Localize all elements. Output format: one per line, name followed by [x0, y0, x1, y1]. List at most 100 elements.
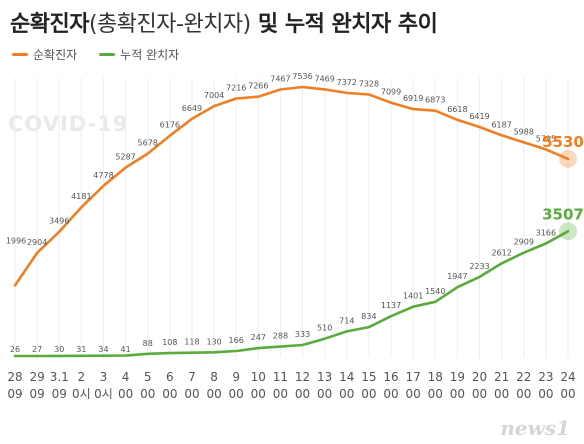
data-label: 4181: [71, 192, 91, 201]
data-label-last: 5530: [542, 133, 584, 151]
data-label-last: 3507: [542, 205, 584, 223]
x-tick-label: 11: [273, 370, 288, 384]
data-label: 5988: [514, 127, 534, 136]
data-label: 108: [162, 338, 177, 347]
legend-item-active: 순확진자: [12, 46, 77, 63]
x-tick-label: 24: [560, 370, 575, 384]
x-tick-label: 10: [251, 370, 266, 384]
data-label: 7004: [204, 91, 224, 100]
x-tick-sublabel: 00: [560, 387, 575, 401]
data-label: 2904: [27, 238, 47, 247]
x-axis-labels: 28 09 29 09 3.1 09 2 0시 3 0시 4 00 5 00 6 00 7 00 8 00 9 00 10 0…: [7, 370, 575, 401]
x-tick-label: 29: [29, 370, 44, 384]
x-tick-sublabel: 0시: [72, 387, 91, 401]
x-tick-label: 3.1: [50, 370, 69, 384]
legend-item-recovered: 누적 완치자: [99, 46, 179, 63]
x-tick-label: 7: [188, 370, 196, 384]
x-tick-sublabel: 09: [52, 387, 67, 401]
x-tick-label: 20: [472, 370, 487, 384]
data-label: 34: [98, 345, 108, 354]
x-tick-sublabel: 00: [450, 387, 465, 401]
data-label: 247: [251, 333, 266, 342]
x-tick-label: 18: [428, 370, 443, 384]
x-tick-label: 6: [166, 370, 174, 384]
x-tick-label: 4: [122, 370, 130, 384]
data-label: 6419: [469, 112, 489, 121]
data-label: 88: [143, 339, 153, 348]
x-tick-sublabel: 00: [295, 387, 310, 401]
x-tick-label: 22: [516, 370, 531, 384]
x-tick-sublabel: 00: [206, 387, 221, 401]
x-tick-label: 12: [295, 370, 310, 384]
data-label: 7266: [248, 82, 268, 91]
data-label: 118: [184, 338, 199, 347]
x-tick-sublabel: 00: [428, 387, 443, 401]
data-label: 4778: [93, 171, 113, 180]
data-label: 3496: [49, 217, 69, 226]
data-label: 1996: [6, 236, 26, 245]
x-tick-label: 2: [78, 370, 86, 384]
data-label: 7467: [270, 74, 290, 83]
x-tick-sublabel: 00: [251, 387, 266, 401]
data-label: 7372: [337, 78, 357, 87]
covid-watermark: COVID-19: [8, 112, 129, 136]
data-label: 5287: [115, 153, 135, 162]
data-label: 30: [54, 345, 64, 354]
series-line: [13, 85, 570, 287]
data-label: 510: [317, 324, 332, 333]
data-label: 130: [206, 337, 221, 346]
legend-label-recovered: 누적 완치자: [120, 48, 180, 62]
series-line: [13, 230, 570, 358]
chart-title: 순확진자(총확진자-완치자) 및 누적 완치자 추이: [10, 12, 438, 37]
x-tick-sublabel: 00: [229, 387, 244, 401]
x-tick-label: 14: [339, 370, 354, 384]
data-label: 333: [295, 330, 310, 339]
data-label: 27: [32, 345, 42, 354]
x-tick-sublabel: 00: [406, 387, 421, 401]
data-label: 41: [121, 345, 131, 354]
x-tick-sublabel: 00: [317, 387, 332, 401]
x-tick-label: 13: [317, 370, 332, 384]
data-label: 6873: [425, 96, 445, 105]
series-recovered: 26 27 30 31 34 41 88 108 118 130 166 247 288 333 510 71…: [10, 205, 584, 358]
data-label: 1137: [381, 301, 401, 310]
legend-swatch-green: [99, 53, 116, 56]
data-label: 26: [10, 345, 20, 354]
x-tick-label: 23: [538, 370, 553, 384]
data-label: 7469: [315, 74, 335, 83]
data-label: 7536: [292, 72, 312, 81]
x-tick-label: 15: [361, 370, 376, 384]
data-label: 7216: [226, 83, 246, 92]
series-active: 1996 2904 3496 4181 477852875678617666497004…: [6, 72, 584, 287]
legend-label-active: 순확진자: [33, 48, 78, 62]
x-tick-sublabel: 00: [361, 387, 376, 401]
x-tick-label: 16: [383, 370, 398, 384]
data-label: 7328: [359, 79, 379, 88]
legend: 순확진자 누적 완치자: [12, 46, 179, 63]
data-label: 2909: [514, 238, 534, 247]
data-label: 166: [229, 336, 244, 345]
data-label: 1401: [403, 292, 423, 301]
data-label: 1540: [425, 287, 445, 296]
data-label: 288: [273, 332, 288, 341]
x-tick-label: 9: [232, 370, 240, 384]
legend-swatch-orange: [12, 53, 28, 56]
x-tick-sublabel: 09: [29, 387, 44, 401]
x-tick-sublabel: 00: [472, 387, 487, 401]
x-tick-sublabel: 00: [162, 387, 177, 401]
x-tick-sublabel: 00: [140, 387, 155, 401]
data-label: 6649: [182, 104, 202, 113]
x-tick-sublabel: 00: [538, 387, 553, 401]
data-label: 6618: [447, 105, 467, 114]
x-tick-sublabel: 00: [184, 387, 199, 401]
data-label: 1947: [447, 272, 467, 281]
data-label: 2233: [469, 262, 489, 271]
x-tick-sublabel: 00: [383, 387, 398, 401]
data-label: 31: [76, 345, 86, 354]
data-label: 5795: [536, 134, 556, 143]
data-label: 3166: [536, 229, 556, 238]
data-label: 2612: [491, 248, 511, 257]
data-label: 6919: [403, 94, 423, 103]
x-tick-sublabel: 00: [494, 387, 509, 401]
